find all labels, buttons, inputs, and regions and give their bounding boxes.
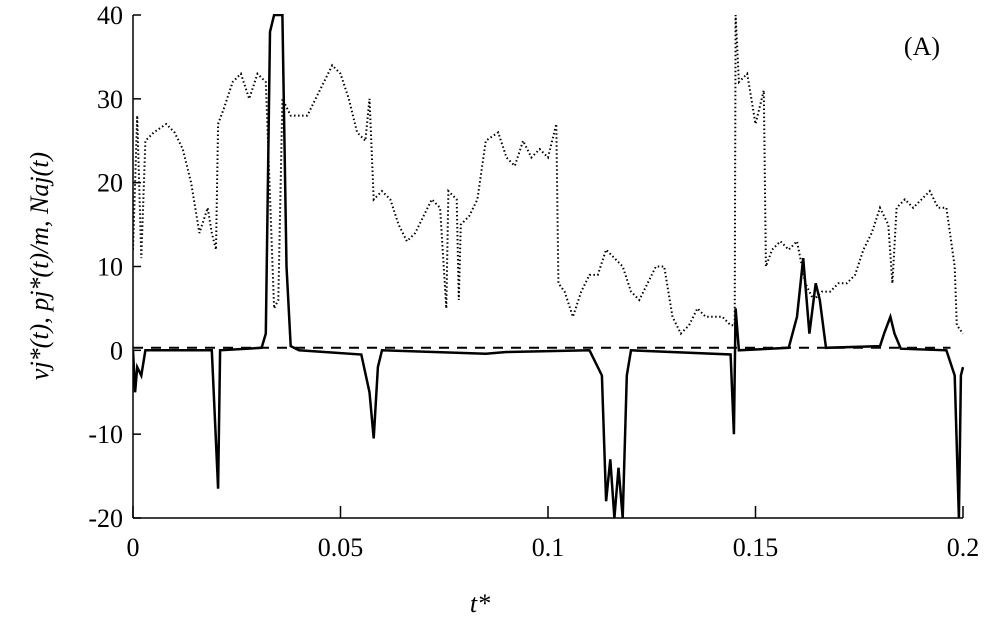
x-axis-label: t* bbox=[470, 589, 490, 618]
x-tick-label: 0 bbox=[127, 533, 140, 562]
y-tick-label: 30 bbox=[97, 85, 123, 114]
x-tick-label: 0.05 bbox=[318, 533, 364, 562]
x-tick-label: 0.2 bbox=[947, 533, 980, 562]
y-axis-label: vj*(t), pj*(t)/m, Naj(t) bbox=[25, 152, 54, 380]
y-tick-label: -10 bbox=[88, 420, 123, 449]
y-tick-label: 20 bbox=[97, 169, 123, 198]
y-tick-label: 40 bbox=[97, 1, 123, 30]
y-tick-label: 10 bbox=[97, 253, 123, 282]
line-series bbox=[133, 14, 964, 519]
x-tick-label: 0.1 bbox=[532, 533, 565, 562]
x-tick-label: 0.15 bbox=[733, 533, 779, 562]
annotation: (A) bbox=[904, 32, 940, 61]
y-tick-label: 0 bbox=[110, 336, 123, 365]
y-tick-label: -20 bbox=[88, 504, 123, 533]
line-series bbox=[133, 14, 964, 336]
